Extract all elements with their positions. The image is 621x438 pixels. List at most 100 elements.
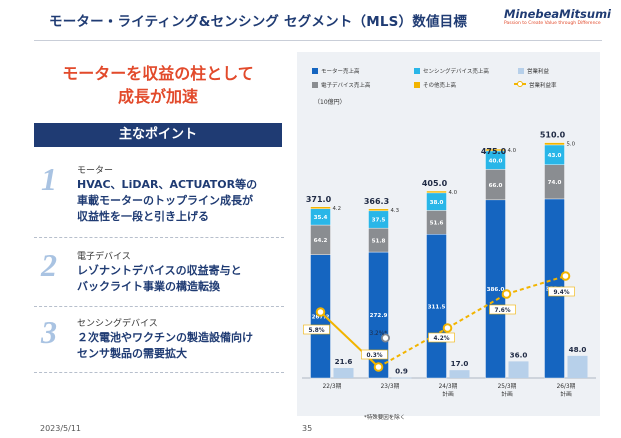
bar-segment <box>485 148 506 152</box>
segment-value-label: 311.5 <box>428 304 446 310</box>
bar-segment <box>426 190 447 194</box>
margin-label-box <box>361 349 388 360</box>
category-tick-label: 24/3期 <box>439 383 458 390</box>
other-value-label: 4.3 <box>391 208 400 214</box>
segment-value-label: 38.0 <box>430 200 444 206</box>
point-number: 2 <box>41 247 57 283</box>
margin-point <box>442 323 453 333</box>
legend-swatch <box>414 68 420 74</box>
profit-label: 21.6 <box>335 357 353 366</box>
profit-label: 0.9 <box>395 367 408 376</box>
margin-line-segment <box>506 275 566 295</box>
profit-bar <box>391 377 412 379</box>
category-tick-label: 26/3期 <box>557 383 576 390</box>
adjusted-margin-point <box>380 333 390 343</box>
profit-label: 48.0 <box>569 345 587 354</box>
margin-label: 0.3% <box>366 353 382 359</box>
margin-line-segment <box>447 293 507 329</box>
logo-text: MinebeaMitsumi <box>504 7 612 21</box>
legend-electronic: 電子デバイス売上高 <box>312 81 370 89</box>
margin-label-box <box>428 332 455 343</box>
legend-swatch <box>414 82 420 88</box>
margin-point <box>315 307 326 317</box>
point-category: センシングデバイス <box>77 319 158 329</box>
legend-label: モーター売上高 <box>321 69 360 75</box>
margin-point <box>501 289 512 299</box>
total-label: 366.3 <box>364 197 389 206</box>
bar-segment <box>368 208 389 212</box>
point-description: ２次電池やワクチンの製造設備向け センサ製品の需要拡大 <box>77 330 253 362</box>
other-value-label: 4.2 <box>333 206 342 212</box>
category-tick-label: 計画 <box>442 390 454 398</box>
adjusted-margin-label: 3.2%* <box>370 331 388 337</box>
profit-label: 17.0 <box>451 359 469 368</box>
footer-date: 2023/5/11 <box>40 424 82 433</box>
segment-value-label: 386.0 <box>487 287 505 293</box>
legend-motor: モーター売上高 <box>312 67 360 75</box>
profit-bar <box>449 370 470 378</box>
point-line: センサ製品の需要拡大 <box>77 347 187 360</box>
profit-bar <box>333 368 354 378</box>
point-divider <box>34 372 284 373</box>
margin-label: 4.2% <box>433 336 449 342</box>
legend-line-swatch <box>514 81 526 87</box>
profit-bar <box>567 355 588 378</box>
page-title: モーター・ライティング&センシング セグメント（MLS）数値目標 <box>49 14 468 30</box>
margin-label-box <box>489 304 516 315</box>
page-number: 35 <box>302 424 313 433</box>
segment-value-label: 35.4 <box>314 215 328 221</box>
segment-value-label: 64.2 <box>314 238 328 244</box>
profit-bar <box>508 361 529 378</box>
margin-label: 5.8% <box>308 328 324 334</box>
segment-value-label: 74.0 <box>548 180 562 186</box>
legend-swatch <box>312 82 318 88</box>
key-points-heading: 主なポイント <box>34 123 282 147</box>
total-label: 371.0 <box>306 195 332 204</box>
total-label: 510.0 <box>540 131 566 140</box>
chart-footnote: *特殊要因を除く <box>364 415 406 421</box>
legend-label: その他売上高 <box>423 83 457 89</box>
logo-tagline: Passion to Create Value through Differen… <box>504 21 601 26</box>
legend-profit: 営業利益 <box>518 67 549 75</box>
segment-value-label: 267.2 <box>312 315 330 321</box>
point-category: 電子デバイス <box>77 252 131 262</box>
point-number: 1 <box>41 161 57 197</box>
category-tick-label: 22/3期 <box>323 383 342 390</box>
legend-sensing: センシングデバイス売上高 <box>414 67 489 75</box>
total-label: 405.0 <box>422 179 448 188</box>
segment-value-label: 51.6 <box>430 221 444 227</box>
margin-label: 9.4% <box>553 290 569 296</box>
bar-segment <box>544 142 565 146</box>
segment-value-label: 40.0 <box>489 158 503 164</box>
header-divider <box>34 40 602 41</box>
segment-value-label: 272.9 <box>370 313 388 319</box>
profit-label: 36.0 <box>510 350 528 359</box>
legend-label: 電子デバイス売上高 <box>321 83 371 89</box>
other-value-label: 4.0 <box>508 148 517 154</box>
category-tick-label: 計画 <box>560 390 572 398</box>
legend-label: 営業利益率 <box>529 83 557 89</box>
point-line: レゾナントデバイスの収益寄与と <box>77 264 242 277</box>
header-bar <box>0 0 621 30</box>
point-line: 車載モーターのトップライン成長が <box>77 194 253 207</box>
legend-swatch <box>518 68 524 74</box>
margin-point <box>560 271 571 281</box>
legend-label: センシングデバイス売上高 <box>423 69 489 75</box>
minebeamitsumi-logo: MinebeaMitsumi Passion to Create Value t… <box>504 8 612 30</box>
category-tick-label: 計画 <box>501 390 513 398</box>
legend-margin: 営業利益率 <box>514 81 557 89</box>
headline: モーターを収益の柱として 成長が加速 <box>34 62 282 108</box>
margin-label-box <box>303 324 330 335</box>
other-value-label: 4.0 <box>449 190 458 196</box>
headline-line-1: モーターを収益の柱として <box>62 64 254 83</box>
total-label: 475.0 <box>481 147 507 156</box>
point-line: 収益性を一段と引き上げる <box>77 210 209 223</box>
point-number: 3 <box>41 314 57 350</box>
point-line: バックライト事業の構造転換 <box>77 280 220 293</box>
margin-point <box>373 362 384 372</box>
category-tick-label: 25/3期 <box>498 383 517 390</box>
headline-line-2: 成長が加速 <box>117 87 198 106</box>
bar-segment <box>310 206 331 209</box>
legend-swatch <box>312 68 318 74</box>
